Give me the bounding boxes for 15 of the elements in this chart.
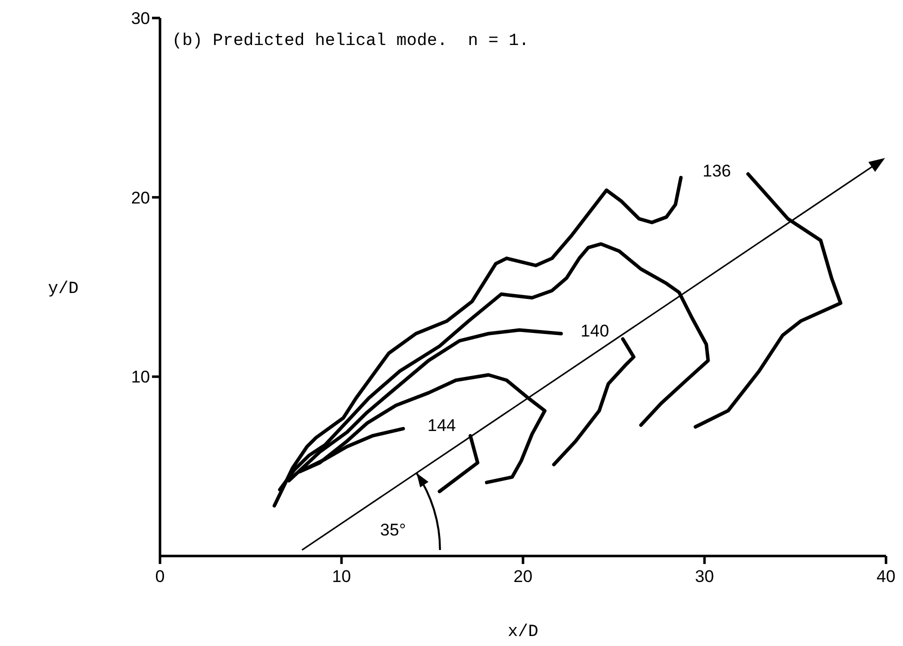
y-tick-label: 20 [131,188,150,208]
x-axis-title: x/D [508,623,538,642]
x-tick-label: 0 [155,567,165,586]
text: (b) Predicted helical mode. n = 1. [172,32,530,51]
y-tick-label: 10 [131,368,150,387]
annotation: 144 [428,416,456,435]
x-tick-label: 30 [695,567,714,586]
y-axis-title: y/D [48,280,79,300]
annotation: 140 [580,322,610,341]
y-tick-label: 30 [131,9,150,28]
x-tick-label: 20 [514,567,532,586]
x-tick-label: 10 [332,567,351,586]
annotation: 35° [380,520,406,540]
annotation: 136 [702,161,732,180]
x-tick-label: 40 [876,567,896,586]
